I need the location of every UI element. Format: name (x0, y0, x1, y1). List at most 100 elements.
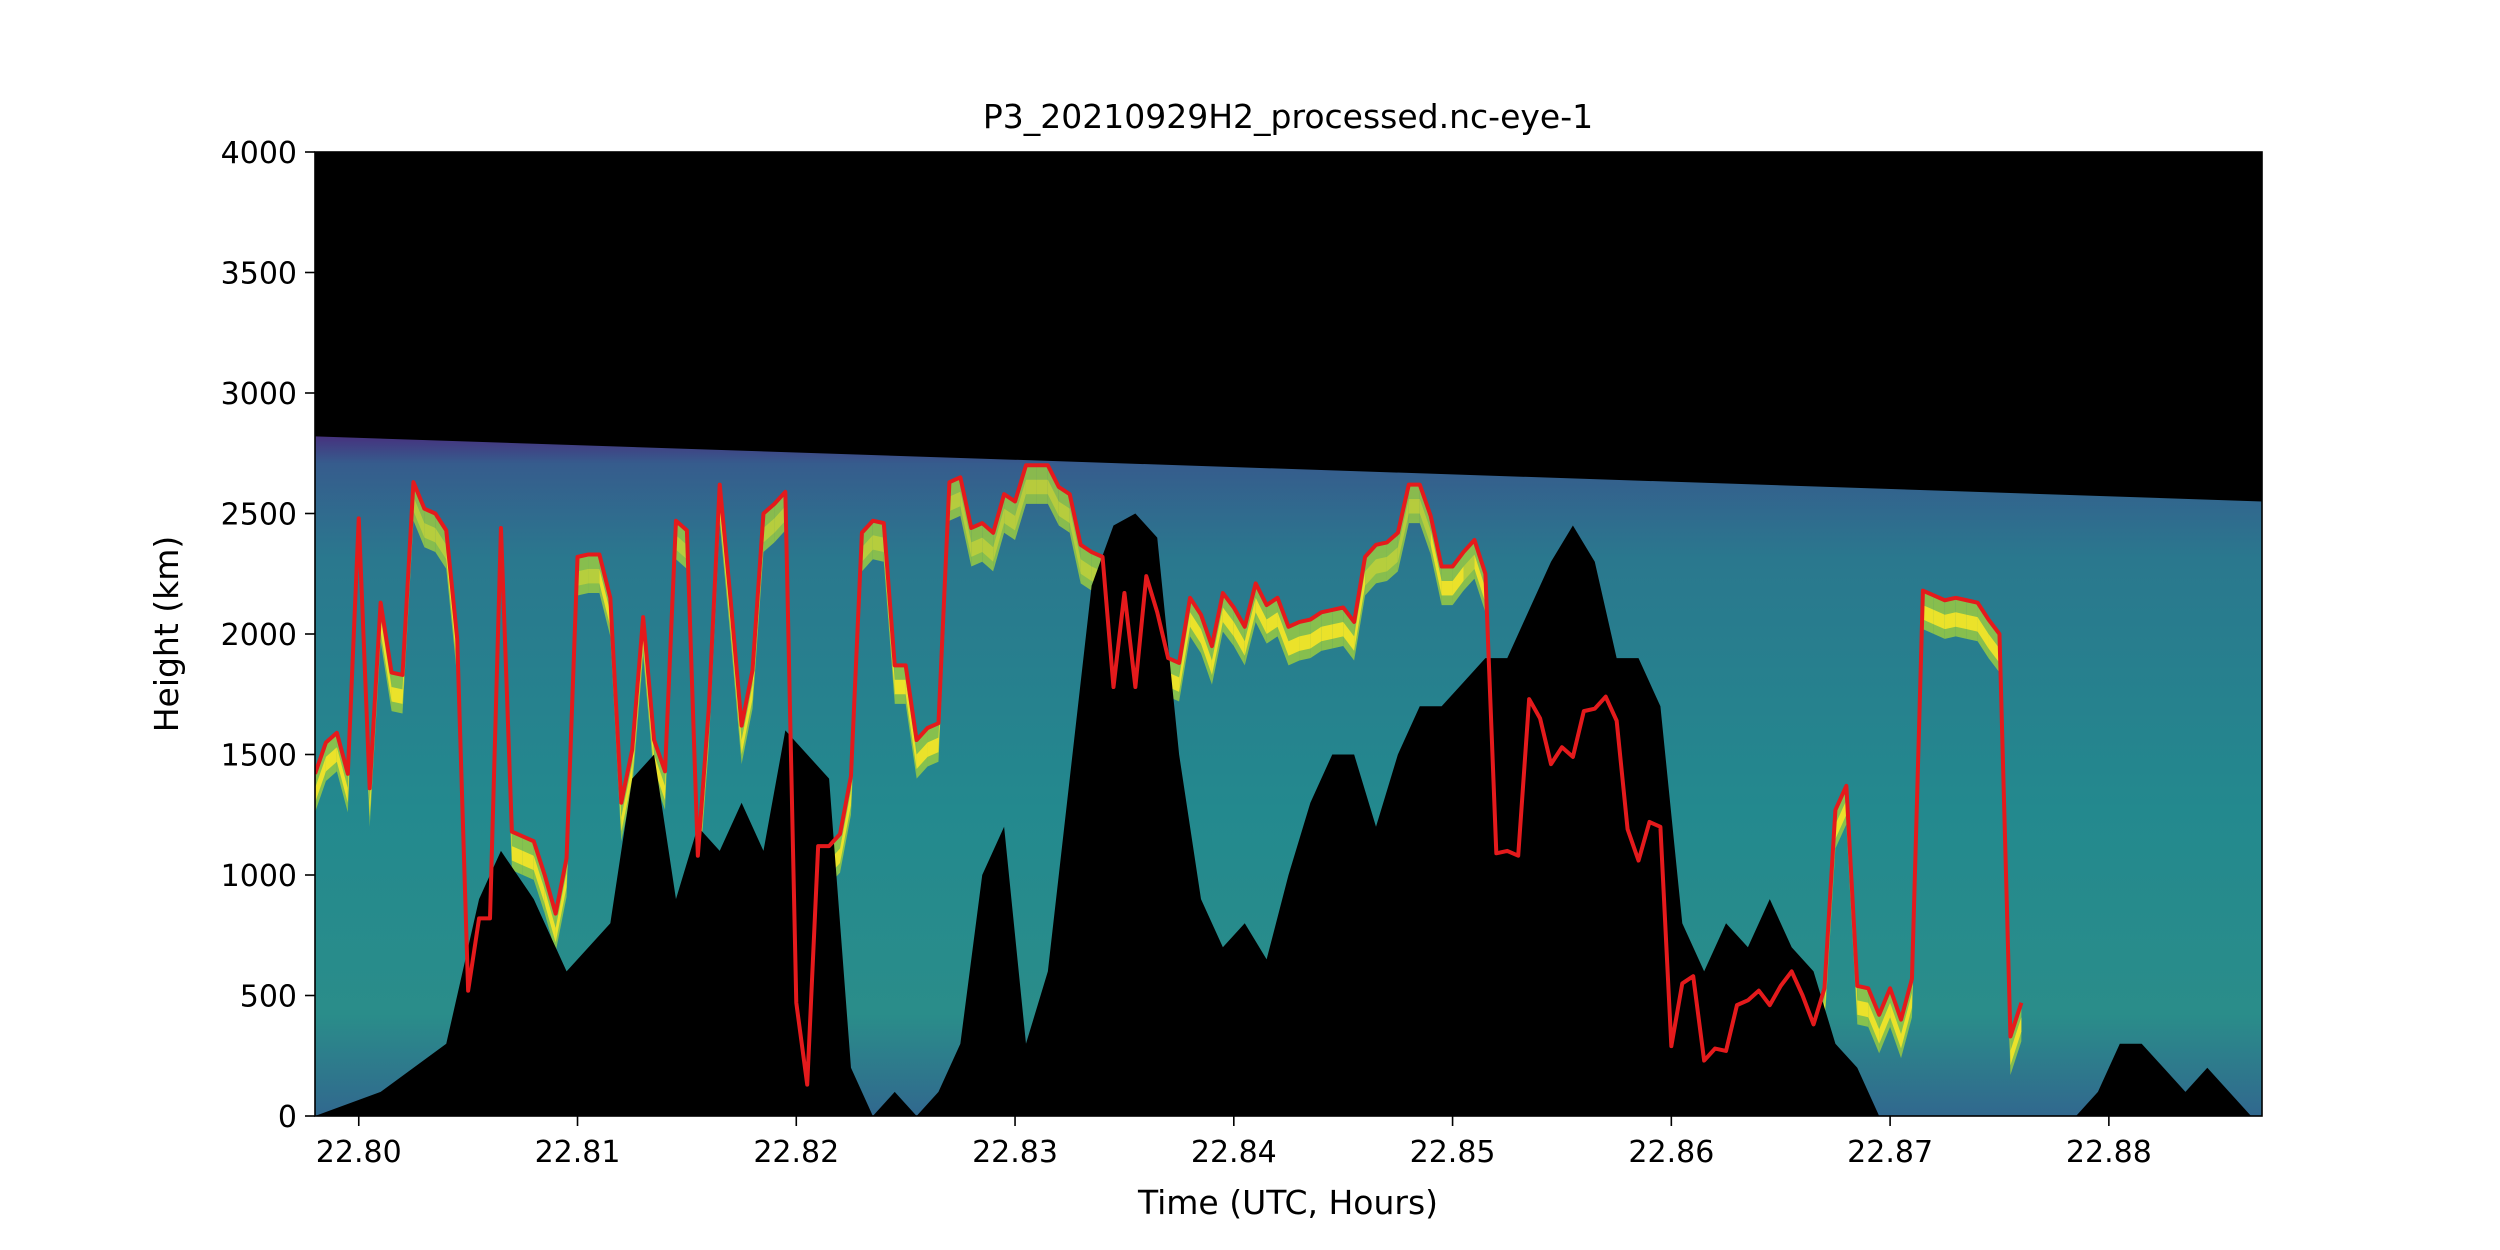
echo-band-core (577, 568, 589, 586)
echo-band-segment (1058, 486, 1070, 533)
echo-band-core (1901, 993, 1912, 1049)
x-tick-label: 22.83 (972, 1135, 1058, 1170)
echo-band-core (1933, 609, 1945, 630)
echo-band-segment (1025, 465, 1037, 504)
echo-band-core (1343, 621, 1355, 651)
echo-band-segment (1463, 540, 1475, 591)
y-tick-label: 4000 (221, 136, 297, 171)
echo-band-segment (982, 523, 994, 572)
echo-band-core (555, 872, 567, 943)
y-tick-label: 1500 (221, 739, 297, 774)
echo-band-core (916, 742, 928, 769)
echo-band-segment (675, 520, 687, 569)
echo-band-segment (1365, 544, 1377, 596)
echo-band-core (1857, 1000, 1869, 1018)
echo-band-core (1430, 530, 1442, 596)
echo-band-segment (1047, 465, 1059, 526)
x-tick-label: 22.80 (316, 1135, 402, 1170)
echo-band-core (1977, 617, 1989, 649)
echo-band-core (741, 684, 753, 755)
echo-band-core (993, 508, 1005, 562)
y-tick-label: 2000 (221, 618, 297, 653)
echo-band-core (1255, 597, 1267, 634)
echo-band-core (1966, 614, 1978, 632)
echo-band-core (1397, 499, 1409, 562)
echo-band-core (1288, 636, 1300, 656)
echo-band-core (1080, 559, 1092, 581)
echo-band-segment (872, 520, 884, 562)
echo-band-segment (588, 554, 600, 594)
echo-band-core (861, 535, 873, 562)
echo-band-core (1058, 501, 1070, 524)
echo-band-core (1266, 612, 1278, 634)
echo-band-segment (971, 523, 983, 567)
echo-band-core (654, 754, 666, 801)
echo-band-core (1233, 621, 1245, 656)
echo-band-core (325, 747, 337, 772)
echo-band-core (1310, 626, 1322, 649)
echo-band-core (872, 535, 884, 553)
echo-band-segment (413, 482, 425, 548)
echo-band-segment (949, 477, 961, 521)
echo-band-core (1025, 479, 1037, 495)
x-axis-label: Time (UTC, Hours) (1137, 1183, 1438, 1222)
echo-band-core (1463, 554, 1475, 581)
echo-band-core (1835, 800, 1847, 839)
echo-band-core (533, 855, 545, 904)
echo-band-core (1365, 559, 1377, 586)
x-tick-label: 22.84 (1191, 1135, 1277, 1170)
echo-band-core (774, 506, 786, 533)
echo-band-core (1004, 508, 1016, 531)
echo-band-core (1441, 580, 1453, 596)
chart-title: P3_20210929H2_processed.nc-eye-1 (983, 97, 1593, 136)
echo-band-segment (1408, 484, 1420, 524)
echo-band-segment (774, 491, 786, 543)
echo-band-core (1868, 1002, 1880, 1044)
echo-band-segment (1015, 465, 1026, 541)
x-tick-label: 22.87 (1847, 1135, 1933, 1170)
echo-band-segment (1080, 544, 1092, 591)
echo-band-core (391, 687, 403, 704)
echo-band-core (336, 747, 348, 803)
y-tick-label: 500 (240, 980, 297, 1015)
echo-band-core (522, 850, 534, 871)
y-tick-label: 2500 (221, 498, 297, 533)
echo-band-core (1036, 479, 1048, 495)
echo-band-segment (1376, 542, 1387, 584)
echo-band-segment (577, 554, 589, 596)
echo-band-core (588, 568, 600, 584)
echo-band-core (840, 790, 851, 863)
echo-band-core (1879, 1002, 1891, 1044)
echo-band-core (971, 537, 983, 557)
echo-band-segment (1397, 484, 1409, 572)
echo-band-core (1988, 634, 2000, 663)
x-axis: 22.80 22.81 22.82 22.83 22.84 22.85 22.86 22.87… (316, 1116, 2152, 1170)
x-tick-label: 22.82 (753, 1135, 839, 1170)
echo-band-core (1955, 612, 1967, 630)
y-tick-label: 3000 (221, 377, 297, 412)
plot-area (315, 152, 2262, 1116)
echo-band-core (1179, 612, 1191, 692)
x-tick-label: 22.85 (1410, 1135, 1496, 1170)
echo-band-segment (993, 494, 1005, 572)
x-tick-label: 22.81 (535, 1135, 621, 1170)
echo-band-core (435, 527, 447, 560)
surface-layer (315, 513, 2262, 1116)
echo-band-core (894, 679, 906, 695)
echo-band-core (1922, 605, 1934, 625)
y-tick-label: 1000 (221, 859, 297, 894)
echo-band-core (1419, 499, 1431, 545)
echo-band-segment (1036, 465, 1048, 504)
echo-band-segment (1069, 494, 1081, 584)
echo-band-core (1047, 479, 1059, 516)
echo-band-core (675, 535, 687, 560)
echo-band-core (1211, 607, 1223, 675)
echo-band-core (1376, 556, 1387, 574)
echo-band-core (1200, 629, 1212, 675)
echo-band-core (2010, 1017, 2022, 1066)
echo-band-segment (1004, 494, 1016, 541)
echo-band-core (1890, 1002, 1902, 1049)
echo-band-core (1222, 607, 1234, 637)
echo-band-core (1452, 566, 1464, 596)
echo-band-core (599, 568, 611, 627)
